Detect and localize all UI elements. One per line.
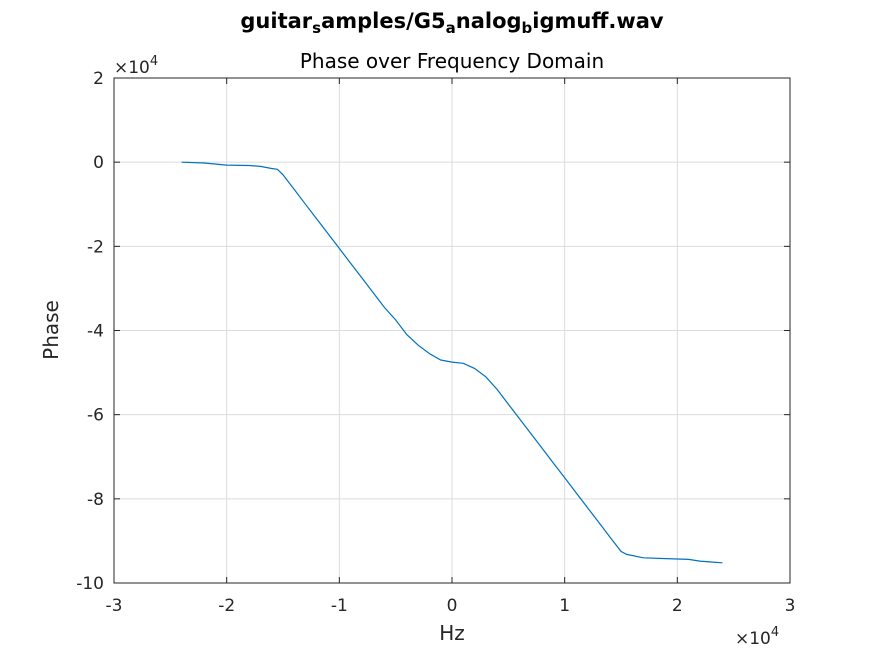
x-tick-label: 3: [785, 596, 796, 616]
y-exponent-power: 4: [150, 54, 158, 69]
chart-title: guitarsamples/G5analogbigmuff.wav: [240, 9, 664, 37]
y-axis-label: Phase: [39, 300, 63, 360]
chart-subtitle: Phase over Frequency Domain: [300, 49, 604, 73]
y-tick-labels: -10 -8 -6 -4 -2 0 2: [76, 69, 104, 594]
y-exponent-base: ×10: [114, 58, 150, 78]
title-subscript-part: a: [446, 19, 456, 37]
y-tick-label: -4: [87, 322, 104, 342]
y-tick-label: -10: [76, 574, 104, 594]
title-part: amples/G5: [321, 9, 446, 33]
title-subscript-part: b: [522, 19, 533, 37]
y-tick-label: -8: [87, 490, 104, 510]
x-tick-label: -3: [106, 596, 123, 616]
x-tick-label: 0: [447, 596, 458, 616]
plot-frame: [113, 77, 791, 584]
x-tick-labels: -3 -2 -1 0 1 2 3: [106, 596, 796, 616]
x-exponent-label: ×104: [735, 625, 779, 649]
y-tick-label: 2: [93, 69, 104, 89]
x-exponent-base: ×10: [735, 629, 771, 649]
x-axis-label: Hz: [439, 621, 465, 645]
title-part: igmuff.wav: [532, 9, 664, 33]
x-exponent-power: 4: [771, 625, 779, 640]
x-tick-label: 1: [559, 596, 570, 616]
y-exponent-label: ×104: [114, 54, 158, 78]
title-part: guitar: [240, 9, 312, 33]
title-part: nalog: [456, 9, 522, 33]
x-tick-label: -2: [218, 596, 235, 616]
phase-series-line: [181, 161, 723, 564]
x-tick-label: -1: [331, 596, 348, 616]
y-tick-label: -2: [87, 237, 104, 257]
title-subscript-part: s: [312, 19, 321, 37]
x-tick-label: 2: [672, 596, 683, 616]
y-tick-label: -6: [87, 406, 104, 426]
y-tick-label: 0: [93, 153, 104, 173]
